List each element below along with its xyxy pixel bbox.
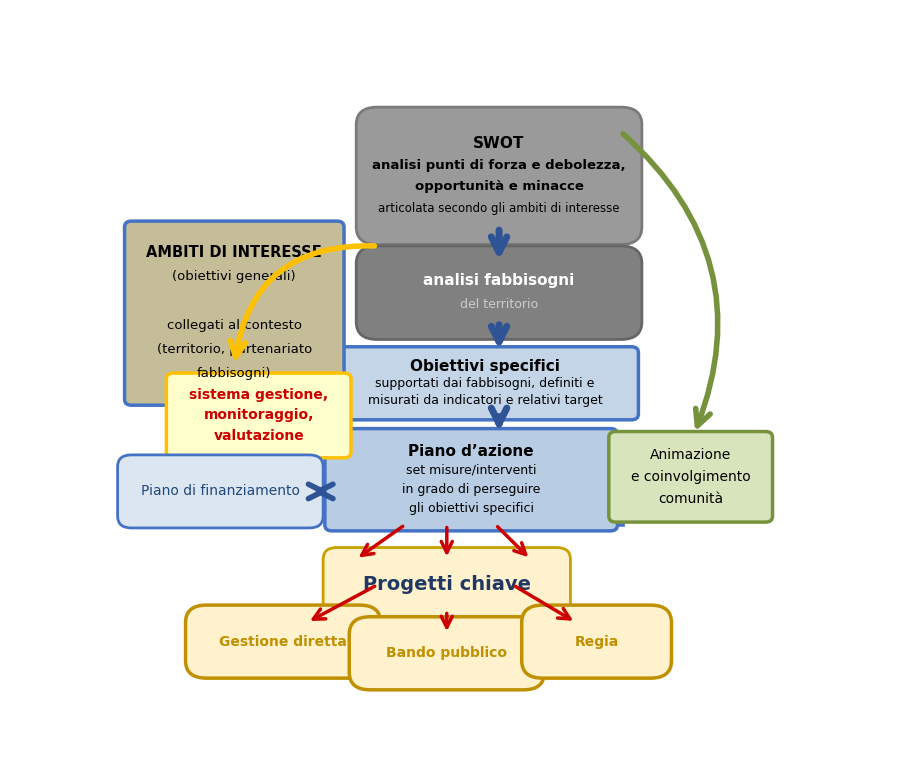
Text: valutazione: valutazione [213, 429, 304, 443]
Text: collegati al contesto: collegati al contesto [167, 319, 302, 332]
FancyArrowPatch shape [230, 246, 374, 357]
Text: Regia: Regia [574, 635, 619, 649]
Text: supportati dai fabbisogni, definiti e: supportati dai fabbisogni, definiti e [376, 376, 595, 390]
Text: in grado di perseguire: in grado di perseguire [402, 483, 540, 496]
FancyBboxPatch shape [338, 434, 617, 525]
FancyBboxPatch shape [332, 347, 638, 420]
Text: misurati da indicatori e relativi target: misurati da indicatori e relativi target [368, 394, 602, 407]
FancyBboxPatch shape [323, 547, 571, 622]
FancyArrowPatch shape [361, 526, 403, 556]
FancyBboxPatch shape [185, 605, 380, 678]
FancyArrowPatch shape [491, 325, 507, 342]
Text: del territorio: del territorio [460, 298, 539, 311]
FancyBboxPatch shape [344, 434, 623, 525]
FancyArrowPatch shape [308, 484, 333, 499]
Text: Obiettivi specifici: Obiettivi specifici [410, 358, 560, 373]
Text: analisi fabbisogni: analisi fabbisogni [423, 273, 574, 288]
Text: (territorio, partenariato: (territorio, partenariato [156, 343, 312, 356]
Text: articolata secondo gli ambiti di interesse: articolata secondo gli ambiti di interes… [378, 202, 619, 215]
Text: opportunità e minacce: opportunità e minacce [414, 180, 583, 193]
Text: Progetti chiave: Progetti chiave [363, 575, 530, 594]
Text: sistema gestione,: sistema gestione, [189, 388, 328, 402]
FancyArrowPatch shape [515, 587, 570, 619]
Text: Animazione: Animazione [650, 448, 731, 461]
Text: Gestione diretta: Gestione diretta [219, 635, 347, 649]
Text: (obiettivi generali): (obiettivi generali) [173, 270, 296, 283]
Text: monitoraggio,: monitoraggio, [203, 408, 314, 423]
FancyArrowPatch shape [623, 134, 717, 426]
FancyBboxPatch shape [356, 246, 642, 339]
FancyArrowPatch shape [441, 528, 452, 553]
Text: Piano di finanziamento: Piano di finanziamento [141, 484, 300, 499]
FancyBboxPatch shape [325, 429, 618, 531]
Text: SWOT: SWOT [474, 136, 525, 151]
FancyArrowPatch shape [491, 408, 507, 424]
Text: AMBITI DI INTERESSE: AMBITI DI INTERESSE [147, 245, 322, 260]
Text: comunità: comunità [658, 492, 723, 506]
Text: e coinvolgimento: e coinvolgimento [631, 470, 751, 483]
FancyArrowPatch shape [441, 613, 452, 628]
FancyBboxPatch shape [356, 107, 642, 244]
FancyArrowPatch shape [497, 527, 526, 555]
Text: Piano d’azione: Piano d’azione [408, 444, 534, 458]
Text: gli obiettivi specifici: gli obiettivi specifici [409, 502, 534, 515]
Text: Bando pubblico: Bando pubblico [387, 647, 507, 660]
Text: analisi punti di forza e debolezza,: analisi punti di forza e debolezza, [372, 159, 626, 172]
FancyBboxPatch shape [166, 373, 351, 458]
FancyArrowPatch shape [491, 230, 507, 252]
FancyBboxPatch shape [118, 455, 323, 528]
Text: fabbisogni): fabbisogni) [197, 367, 271, 380]
FancyBboxPatch shape [349, 617, 545, 690]
FancyArrowPatch shape [314, 586, 375, 619]
FancyBboxPatch shape [125, 221, 344, 405]
FancyBboxPatch shape [521, 605, 672, 678]
FancyBboxPatch shape [609, 432, 772, 522]
Text: set misure/interventi: set misure/interventi [406, 464, 537, 477]
